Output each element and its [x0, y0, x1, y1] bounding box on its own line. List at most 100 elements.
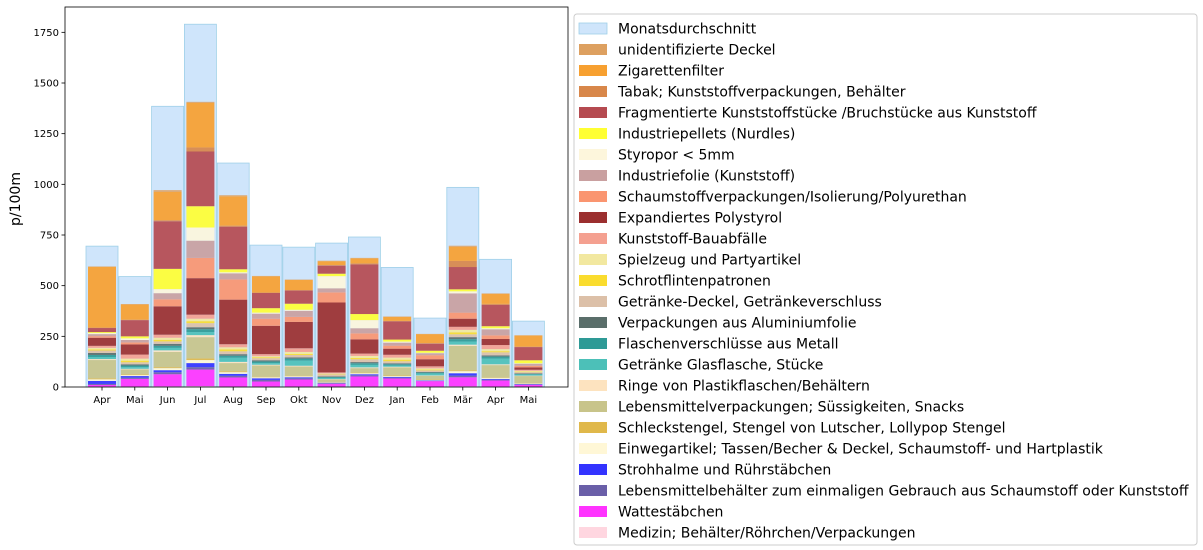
bar-segment-s10-c8: [350, 362, 379, 364]
legend-label-14: Verpackungen aus Aluminiumfolie: [618, 316, 857, 332]
bar-segment-s12-c13: [514, 371, 543, 373]
bar-segment-s10-c6: [284, 357, 313, 359]
bar-segment-s4-c12: [481, 377, 510, 379]
bar-segment-s3-c11: [448, 373, 477, 376]
bar-segment-s15-c3: [186, 278, 215, 315]
bar-segment-s4-c9: [383, 376, 412, 377]
bar-segment-s3-c0: [88, 380, 116, 384]
bar-segment-s15-c6: [284, 321, 313, 349]
legend-label-22: Lebensmittelbehälter zum einmaligen Gebr…: [618, 484, 1189, 500]
bar-segment-s18-c0: [88, 333, 116, 335]
x-tick-label-1: Mai: [126, 395, 144, 406]
bar-segment-s19-c8: [350, 314, 379, 321]
legend-label-11: Spielzeug und Partyartikel: [618, 253, 801, 269]
bar-segment-s17-c12: [481, 329, 510, 336]
bar-segment-s10-c4: [219, 354, 248, 356]
bar-segment-s22-c10: [416, 334, 444, 344]
bar-segment-s17-c8: [350, 328, 379, 334]
bar-segment-s17-c7: [317, 288, 346, 293]
bar-segment-s16-c1: [120, 342, 149, 345]
x-tick-label-9: Jan: [388, 395, 404, 406]
bar-segment-s21-c11: [448, 260, 477, 268]
bar-segment-s13-c9: [383, 357, 412, 360]
bar-segment-s17-c11: [448, 293, 477, 313]
bar-segment-s6-c9: [383, 367, 412, 376]
bar-segment-s19-c7: [317, 273, 346, 277]
bar-segment-s7-c0: [88, 359, 116, 361]
bar-segment-s14-c12: [481, 345, 510, 350]
bar-segment-s13-c4: [219, 347, 248, 350]
bar-segment-s12-c0: [88, 349, 116, 351]
bar-segment-s15-c7: [317, 302, 346, 373]
bar-segment-s16-c10: [416, 355, 444, 360]
bar-segment-s19-c1: [120, 336, 149, 339]
bar-segment-s16-c13: [514, 365, 543, 368]
bar-segment-s9-c3: [186, 329, 215, 333]
bar-segment-s13-c8: [350, 355, 379, 359]
legend-swatch-3: [579, 86, 607, 97]
bar-segment-s4-c8: [350, 373, 379, 375]
legend-label-21: Strohhalme und Rührstäbchen: [618, 463, 831, 479]
legend-label-16: Getränke Glasflasche, Stücke: [618, 358, 823, 374]
bar-segment-s2-c1: [120, 377, 149, 379]
legend-label-18: Lebensmittelverpackungen; Süssigkeiten, …: [618, 400, 964, 416]
bar-segment-s8-c2: [153, 347, 182, 351]
bar-segment-s15-c13: [514, 367, 543, 370]
bar-segment-s7-c12: [481, 364, 510, 366]
bar-segment-s12-c8: [350, 358, 379, 360]
bar-segment-s16-c7: [317, 292, 346, 303]
bar-segment-s2-c6: [284, 378, 313, 380]
bar-segment-s20-c3: [186, 151, 215, 207]
x-tick-label-0: Apr: [93, 395, 111, 406]
x-tick-label-8: Dez: [355, 395, 374, 406]
bar-segment-s4-c2: [153, 368, 182, 371]
x-tick-label-6: Okt: [290, 395, 308, 406]
bar-segment-s14-c5: [252, 354, 280, 357]
bar-segment-s6-c0: [88, 360, 116, 379]
bar-segment-s2-c11: [448, 375, 477, 378]
bar-segment-s21-c12: [481, 303, 510, 305]
bar-segment-s13-c13: [514, 370, 543, 372]
bar-segment-s12-c10: [416, 369, 444, 371]
bar-segment-s5-c12: [481, 377, 510, 378]
legend-swatch-8: [579, 191, 607, 202]
legend-label-19: Schleckstengel, Stengel von Lutscher, Lo…: [618, 421, 1005, 437]
bar-segment-s9-c8: [350, 363, 379, 365]
bar-segment-s23-c11: [448, 245, 477, 247]
bar-segment-s19-c0: [88, 332, 116, 334]
bar-segment-s6-c11: [448, 345, 477, 371]
bar-segment-s7-c5: [252, 364, 280, 366]
bar-segment-s16-c8: [350, 333, 379, 340]
legend-label-24: Medizin; Behälter/Röhrchen/Verpackungen: [618, 526, 915, 542]
bar-segment-s22-c9: [383, 316, 412, 321]
bar-segment-s17-c1: [120, 339, 149, 343]
bar-segment-s13-c1: [120, 358, 149, 361]
bar-segment-s11-c9: [383, 361, 412, 364]
bar-segment-s10-c3: [186, 327, 215, 330]
bar-segment-s16-c4: [219, 279, 248, 300]
bar-segment-s21-c3: [186, 147, 215, 152]
bar-segment-s17-c10: [416, 353, 444, 356]
legend-label-20: Einwegartikel; Tassen/Becher & Deckel, S…: [618, 442, 1104, 458]
bar-segment-s19-c11: [448, 289, 477, 292]
bar-segment-s14-c7: [317, 372, 346, 374]
bar-segment-s22-c7: [317, 261, 346, 266]
bar-segment-s12-c6: [284, 353, 313, 355]
bar-segment-s15-c12: [481, 338, 510, 346]
bar-segment-s10-c5: [252, 360, 280, 362]
bar-segment-s13-c12: [481, 349, 510, 352]
bar-segment-s1-c4: [219, 377, 248, 387]
bar-segment-s1-c3: [186, 369, 215, 387]
bar-segment-s8-c0: [88, 357, 116, 360]
legend-swatch-21: [579, 464, 607, 475]
bar-segment-s9-c11: [448, 339, 477, 342]
y-tick-label-1250: 1250: [34, 129, 59, 140]
bar-segment-s11-c1: [120, 362, 149, 365]
bar-segment-s20-c10: [416, 343, 444, 351]
legend-swatch-6: [579, 149, 607, 160]
bar-segment-s16-c2: [153, 299, 182, 307]
bar-segment-s15-c9: [383, 348, 412, 355]
bar-segment-s13-c10: [416, 368, 444, 370]
bar-segment-s6-c7: [317, 379, 346, 382]
bar-segment-s8-c7: [317, 378, 346, 380]
